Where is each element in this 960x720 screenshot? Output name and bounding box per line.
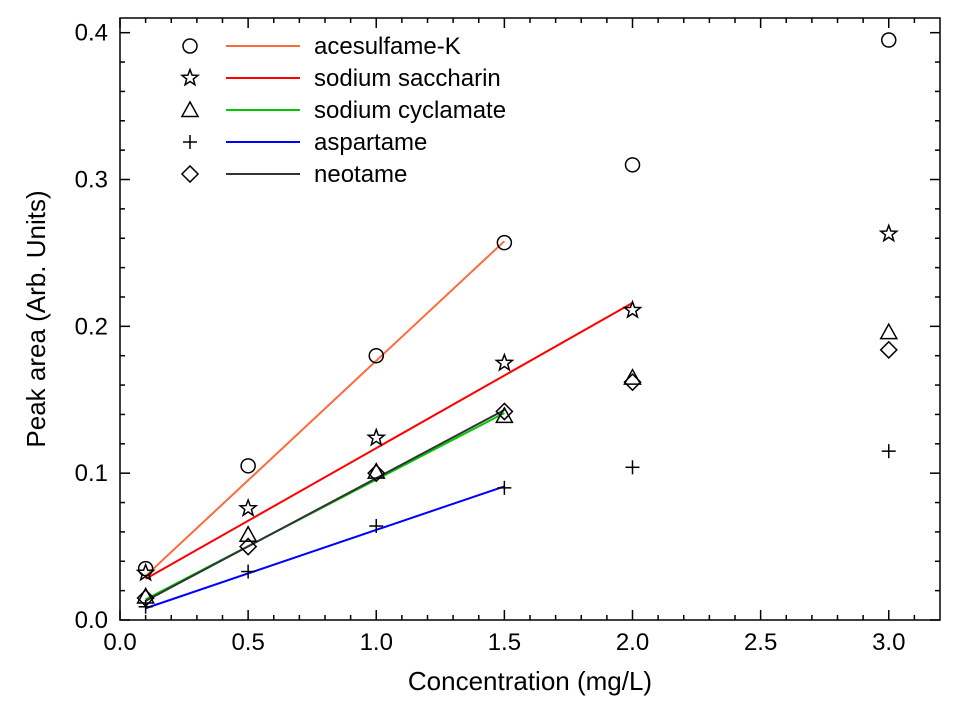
- legend-label: sodium cyclamate: [314, 97, 506, 124]
- y-axis-title: Peak area (Arb. Units): [21, 190, 51, 447]
- x-axis-title: Concentration (mg/L): [408, 666, 652, 696]
- x-tick-label: 0.0: [103, 629, 136, 656]
- x-tick-label: 2.5: [744, 629, 777, 656]
- y-tick-label: 0.4: [75, 20, 108, 47]
- x-tick-label: 0.5: [231, 629, 264, 656]
- y-tick-label: 0.3: [75, 167, 108, 194]
- legend-label: neotame: [314, 161, 407, 188]
- x-tick-label: 3.0: [872, 629, 905, 656]
- legend-label: sodium saccharin: [314, 65, 501, 92]
- x-tick-label: 1.0: [360, 629, 393, 656]
- legend-label: aspartame: [314, 129, 427, 156]
- calibration-chart: 0.0 0.5 1.0 1.5 2.0 2.5 3.0 0.0 0.1 0.2 0.3 0.4 Conc…: [0, 0, 960, 720]
- legend-label: acesulfame-K: [314, 33, 461, 60]
- x-tick-label: 1.5: [488, 629, 521, 656]
- y-tick-label: 0.2: [75, 313, 108, 340]
- y-tick-label: 0.1: [75, 460, 108, 487]
- x-tick-label: 2.0: [616, 629, 649, 656]
- y-tick-label: 0.0: [75, 607, 108, 634]
